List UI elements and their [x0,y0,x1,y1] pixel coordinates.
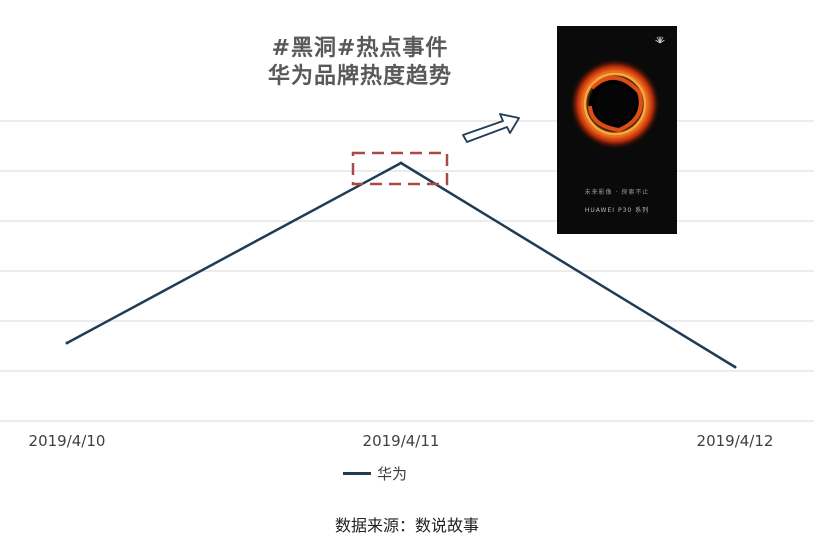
arrow-shape [462,113,520,143]
gridlines [0,120,814,422]
data-point [399,161,403,165]
legend-label: 华为 [377,464,408,483]
inset-phone-image: 未来影像 · 探索不止 HUAWEI P30 系列 [557,26,677,234]
legend: 华为 [343,462,407,484]
chart-title-line-1: #黑洞#热点事件 [271,36,449,61]
data-point [733,365,737,369]
x-tick-label: 2019/4/10 [28,432,106,450]
legend-swatch [343,471,371,475]
source-note: 数据来源：数说故事 [334,516,479,535]
data-point [65,341,69,345]
series-group [65,161,737,369]
x-tick-label: 2019/4/12 [696,432,774,450]
black-hole-ring-icon [569,58,661,150]
inset-tagline: 未来影像 · 探索不止 [584,189,650,196]
x-tick-label: 2019/4/11 [362,432,440,450]
peak-highlight-box [351,151,449,186]
chart-title-line-2: 华为品牌热度趋势 [267,64,452,89]
inset-brand: HUAWEI P30 系列 [584,207,650,214]
annotation-arrow [462,113,520,143]
highlight-group [351,151,449,186]
huawei-logo-icon [655,36,665,44]
